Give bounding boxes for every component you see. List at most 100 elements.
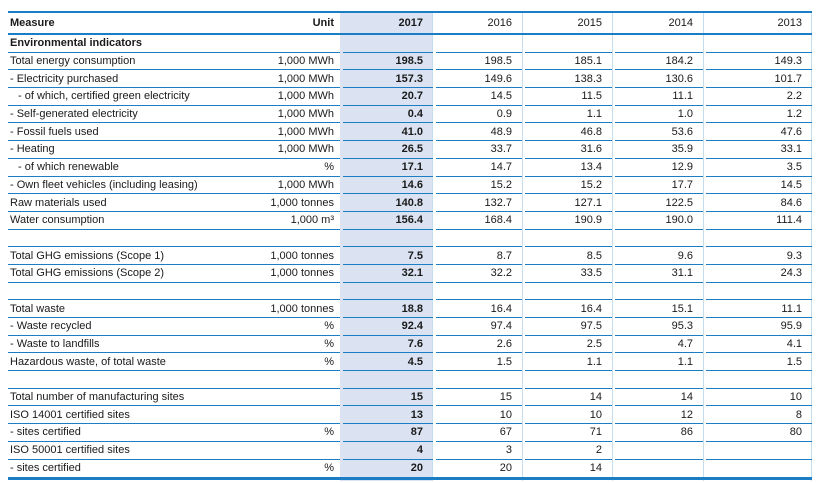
value-cell-2014: 17.7 (615, 177, 703, 195)
value-cell-2013: 4.1 (706, 336, 812, 354)
value-cell-2014: 12.9 (615, 159, 703, 177)
value-cell-2014: 1.1 (615, 353, 703, 372)
value-cell-2016: 1.5 (436, 353, 522, 372)
table-body: Environmental indicators Total energy con… (8, 35, 812, 477)
measure-cell: - Waste recycled (8, 318, 244, 336)
value-cell-2014: 130.6 (615, 70, 703, 89)
value-cell-2015: 11.5 (525, 88, 612, 106)
value-cell-2014: 184.2 (615, 53, 703, 71)
measure-cell: - Fossil fuels used (8, 123, 244, 142)
value-cell-2017: 7.6 (343, 336, 433, 354)
table-row: - sites certified% 20 20 14 (8, 460, 812, 478)
value-cell-2014: 53.6 (615, 123, 703, 142)
value-cell-2017 (343, 283, 433, 301)
unit-cell (244, 406, 340, 425)
value-cell-2014: 95.3 (615, 318, 703, 336)
value-cell-2015: 127.1 (525, 194, 612, 212)
value-cell-2013: 11.1 (706, 300, 812, 318)
value-cell-2014 (615, 283, 703, 301)
value-cell-2014: 86 (615, 424, 703, 442)
unit-cell (244, 283, 340, 301)
value-cell-2016: 10 (436, 406, 522, 425)
column-separator-line (703, 11, 704, 481)
value-cell-2014 (615, 442, 703, 460)
unit-cell: 1,000 MWh (244, 70, 340, 89)
value-cell-2016: 97.4 (436, 318, 522, 336)
value-cell-2017: 4 (343, 442, 433, 460)
value-cell-2013 (706, 283, 812, 301)
table-row: ISO 14001 certified sites 13 10 10 12 8 (8, 406, 812, 425)
value-cell-2016: 32.2 (436, 265, 522, 283)
value-cell-2013: 8 (706, 406, 812, 425)
value-cell-2017: 41.0 (343, 123, 433, 142)
column-header-2017: 2017 (398, 17, 423, 29)
measure-cell: Total waste (8, 300, 244, 318)
value-cell-2015: 14 (589, 462, 602, 475)
unit-cell: 1,000 m³ (244, 212, 340, 230)
value-cell-2016: 0.9 (436, 106, 522, 124)
value-cell-2015: 2 (525, 442, 612, 460)
table-row: - Own fleet vehicles (including leasing)… (8, 177, 812, 195)
value-cell-2015 (525, 371, 612, 389)
value-cell-2016: 168.4 (436, 212, 522, 230)
unit-cell: 1,000 tonnes (244, 300, 340, 318)
value-cell-2017 (343, 371, 433, 389)
value-cell-2015: 190.9 (525, 212, 612, 230)
value-cell-2013: 33.1 (706, 141, 812, 159)
value-cell-2017: 14.6 (343, 177, 433, 195)
value-cell-2016: 33.7 (436, 141, 522, 159)
unit-cell: 1,000 MWh (244, 123, 340, 142)
measure-cell: - Heating (8, 141, 244, 159)
value-cell-2017: 156.4 (343, 212, 433, 230)
value-cell-2016: 20 (499, 462, 512, 475)
value-cell-2016: 15.2 (436, 177, 522, 195)
unit-cell (244, 35, 340, 53)
measure-cell: - Electricity purchased (8, 70, 244, 89)
value-cell-2016: 132.7 (436, 194, 522, 212)
unit-cell: % (244, 353, 340, 372)
table-row: ISO 50001 certified sites 4 3 2 (8, 442, 812, 460)
value-cell-2013: 14.5 (706, 177, 812, 195)
value-cell-2017: 20 (410, 462, 423, 475)
table-row: - Heating 1,000 MWh 26.5 33.7 31.6 35.9 33.1 (8, 141, 812, 159)
column-header-2014: 2014 (668, 17, 693, 29)
value-cell-2016: 15 (436, 389, 522, 407)
unit-cell: % (244, 336, 340, 354)
value-cell-2016: 3 (436, 442, 522, 460)
value-cell-2015: 138.3 (525, 70, 612, 89)
table-row: - Self-generated electricity 1,000 MWh 0.4… (8, 106, 812, 124)
table-row: Raw materials used 1,000 tonnes 140.8 132.7… (8, 194, 812, 212)
value-cell-2013: 95.9 (706, 318, 812, 336)
value-cell-2017: 15 (343, 389, 433, 407)
table-row: Total waste 1,000 tonnes 18.8 16.4 16.4 15.1 1… (8, 300, 812, 318)
value-cell-2013 (706, 460, 812, 478)
value-cell-2017: 4.5 (343, 353, 433, 372)
value-cell-2017: 13 (343, 406, 433, 425)
value-cell-2015: 185.1 (525, 53, 612, 71)
value-cell-2016 (436, 35, 522, 53)
value-cell-2014 (615, 460, 703, 478)
measure-cell: - Waste to landfills (8, 336, 244, 354)
unit-cell (244, 230, 340, 248)
section-header-row: Environmental indicators (8, 35, 812, 53)
value-cell-2013: 3.5 (706, 159, 812, 177)
unit-cell (244, 371, 340, 389)
table-row: Total GHG emissions (Scope 1) 1,000 tonne… (8, 247, 812, 265)
table-row: Hazardous waste, of total waste% 4.5 1.5 1.… (8, 353, 812, 372)
value-cell-2015: 2.5 (525, 336, 612, 354)
value-cell-2013: 1.2 (706, 106, 812, 124)
value-cell-2017 (343, 35, 433, 53)
measure-cell: Total GHG emissions (Scope 2) (8, 265, 244, 283)
table-row: - of which, certified green electricity 1… (8, 88, 812, 106)
value-cell-2017: 32.1 (343, 265, 433, 283)
value-cell-2016 (436, 283, 522, 301)
value-cell-2014: 12 (615, 406, 703, 425)
value-cell-2016: 2.6 (436, 336, 522, 354)
value-cell-2013: 1.5 (706, 353, 812, 372)
value-cell-2016: 67 (436, 424, 522, 442)
value-cell-2016: 198.5 (436, 53, 522, 71)
value-cell-2015: 8.5 (525, 247, 612, 265)
table-header-row: Measure Unit 2017 2016 2015 2014 2013 (8, 13, 812, 33)
value-cell-2017: 17.1 (343, 159, 433, 177)
value-cell-2017: 0.4 (343, 106, 433, 124)
